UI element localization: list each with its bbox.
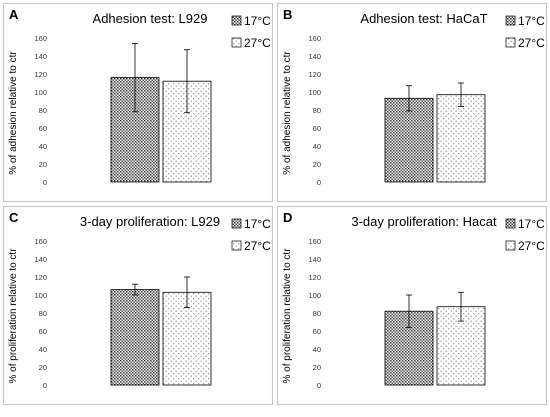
legend-swatch-17c	[231, 218, 242, 229]
y-tick-label: 80	[39, 106, 47, 115]
y-tick-label: 120	[308, 70, 321, 79]
y-axis-label: % of proliferation relative to ctr	[8, 248, 19, 384]
panel-letter: C	[9, 210, 19, 225]
y-tick-label: 160	[34, 237, 47, 246]
y-tick-label: 80	[39, 309, 47, 318]
panel-border	[2, 2, 274, 203]
y-tick-label: 40	[39, 345, 47, 354]
panel-b: B Adhesion test: HaCaT % of adhesion relat…	[276, 2, 548, 203]
y-tick-label: 100	[34, 291, 47, 300]
y-tick-label: 20	[39, 363, 47, 372]
legend-label-27c: 27°C	[244, 36, 271, 50]
panel-letter: B	[283, 7, 292, 22]
legend-label-17c: 17°C	[518, 14, 545, 28]
legend-swatch-27c	[505, 240, 516, 251]
y-tick-label: 60	[39, 327, 47, 336]
y-tick-label: 20	[313, 363, 321, 372]
panel-d: D 3-day proliferation: Hacat % of prolifer…	[276, 205, 548, 406]
chart-title: Adhesion test: HaCaT	[360, 11, 487, 26]
y-tick-label: 20	[39, 160, 47, 169]
y-tick-label: 60	[39, 124, 47, 133]
panel-a: A Adhesion test: L929 % of adhesion relati…	[2, 2, 274, 203]
panel-border	[2, 205, 274, 406]
panel-c: C 3-day proliferation: L929 % of prolifera…	[2, 205, 274, 406]
y-tick-label: 40	[313, 345, 321, 354]
y-axis-label: % of adhesion relative to ctr	[8, 51, 19, 175]
y-tick-label: 160	[308, 34, 321, 43]
legend-swatch-27c	[231, 37, 242, 48]
chart-title: Adhesion test: L929	[93, 11, 208, 26]
panel-letter: D	[283, 210, 292, 225]
y-tick-label: 120	[34, 70, 47, 79]
y-tick-label: 0	[43, 381, 47, 390]
legend-label-17c: 17°C	[244, 217, 271, 231]
legend-swatch-27c	[505, 37, 516, 48]
y-tick-label: 40	[313, 142, 321, 151]
y-tick-label: 100	[34, 88, 47, 97]
y-tick-label: 120	[34, 273, 47, 282]
legend-swatch-17c	[231, 15, 242, 26]
legend-swatch-17c	[505, 15, 516, 26]
bar-17c	[384, 97, 434, 183]
legend-label-17c: 17°C	[244, 14, 271, 28]
y-tick-label: 160	[308, 237, 321, 246]
y-tick-label: 100	[308, 88, 321, 97]
y-tick-label: 140	[34, 52, 47, 61]
y-axis-label: % of proliferation relative to ctr	[282, 248, 293, 384]
y-axis-label: % of adhesion relative to ctr	[282, 51, 293, 175]
y-tick-label: 100	[308, 291, 321, 300]
y-tick-label: 80	[313, 106, 321, 115]
y-tick-label: 40	[39, 142, 47, 151]
y-tick-label: 0	[317, 178, 321, 187]
y-tick-label: 80	[313, 309, 321, 318]
legend-label-27c: 27°C	[518, 239, 545, 253]
panel-border	[276, 205, 548, 406]
legend-label-17c: 17°C	[518, 217, 545, 231]
panel-letter: A	[9, 7, 19, 22]
bar-17c	[110, 289, 160, 386]
y-tick-label: 20	[313, 160, 321, 169]
legend-label-27c: 27°C	[518, 36, 545, 50]
legend-label-27c: 27°C	[244, 239, 271, 253]
y-tick-label: 140	[34, 255, 47, 264]
legend-swatch-27c	[231, 240, 242, 251]
y-tick-label: 160	[34, 34, 47, 43]
panel-border	[276, 2, 548, 203]
y-tick-label: 60	[313, 327, 321, 336]
legend-swatch-17c	[505, 218, 516, 229]
y-tick-label: 0	[317, 381, 321, 390]
y-tick-label: 0	[43, 178, 47, 187]
y-tick-label: 140	[308, 52, 321, 61]
y-tick-label: 120	[308, 273, 321, 282]
chart-title: 3-day proliferation: Hacat	[351, 214, 497, 229]
y-tick-label: 140	[308, 255, 321, 264]
chart-title: 3-day proliferation: L929	[80, 214, 220, 229]
y-tick-label: 60	[313, 124, 321, 133]
bar-27c	[436, 94, 486, 183]
